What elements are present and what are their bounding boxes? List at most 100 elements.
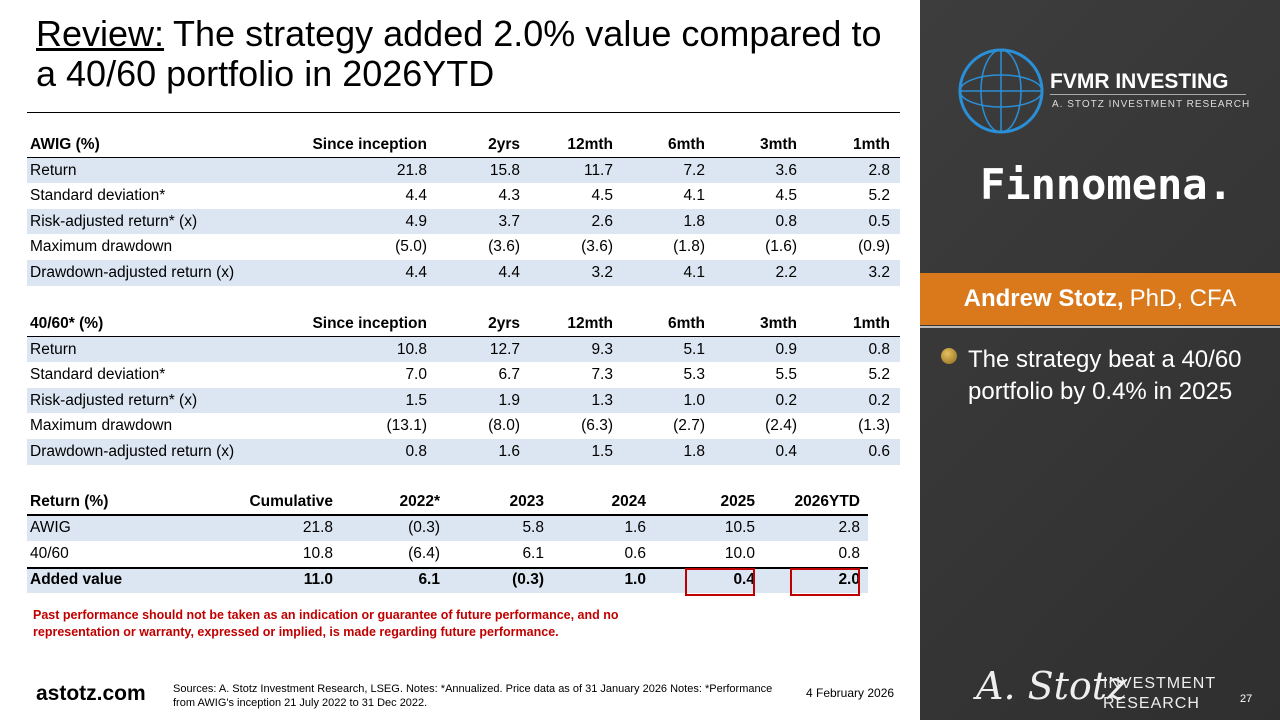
cell: 0.9 [775, 340, 797, 358]
brand: FVMR INVESTING [1050, 70, 1229, 93]
credentials: PhD, CFA [1129, 285, 1237, 312]
cell: 3mth [759, 136, 797, 153]
row-band [27, 260, 900, 286]
cell: 4.5 [775, 187, 797, 205]
cell: 6mth [667, 315, 705, 332]
cell: 5.5 [775, 366, 797, 384]
title-text: The strategy added 2.0% value compared t… [36, 13, 882, 94]
row-label: Added value [30, 571, 123, 588]
cell: 7.2 [683, 161, 705, 179]
band-rule [920, 326, 1280, 328]
cell: 2022* [399, 493, 440, 510]
cell: 21.8 [396, 161, 427, 179]
cell: 0.8 [868, 340, 890, 358]
cell: 2yrs [488, 136, 520, 153]
sidebar: FVMR INVESTING A. STOTZ INVESTMENT RESEA… [920, 0, 1280, 720]
row-label: Maximum drawdown [30, 238, 173, 256]
cell: 0.4 [733, 571, 755, 588]
cell: 0.8 [838, 545, 860, 562]
cell: 10.5 [724, 519, 755, 536]
cell: 2.0 [838, 571, 860, 588]
sources: Sources: A. Stotz Investment Research, L… [173, 683, 773, 709]
cell: (0.3) [408, 519, 440, 536]
cell: 11.0 [303, 571, 333, 588]
cell: 6.1 [522, 545, 544, 562]
cell: 1.6 [498, 443, 520, 460]
highlight-box [790, 568, 860, 596]
row-label: Standard deviation* [30, 187, 166, 205]
cell: 5.8 [522, 519, 544, 536]
cell: 4.1 [683, 264, 705, 281]
brand-sub: A. STOTZ INVESTMENT RESEARCH [1052, 99, 1251, 110]
cell: 7.3 [591, 366, 613, 384]
cell: (5.0) [395, 238, 427, 256]
cell: 4.4 [405, 187, 427, 205]
cell: 5.1 [683, 340, 705, 358]
signature: A. Stotz [976, 664, 1128, 708]
cell: 1.0 [624, 571, 646, 588]
row-band [27, 208, 900, 235]
title-lead: Review: [36, 13, 165, 54]
site: astotz.com [36, 682, 146, 705]
cell: 2024 [611, 493, 646, 510]
header-rule [27, 514, 868, 516]
cell: (0.9) [858, 238, 890, 256]
cell: 3.7 [498, 212, 520, 230]
cell: 5.3 [683, 366, 705, 384]
bullet-text: The strategy beat a 40/60 portfolio by 0… [968, 346, 1242, 405]
cell: 6.7 [498, 366, 520, 384]
name: Andrew Stotz, [963, 285, 1124, 312]
row-label: Return [30, 340, 77, 358]
cell: 10.8 [302, 545, 333, 562]
date: 4 February 2026 [806, 686, 895, 700]
cell: 0.6 [624, 545, 646, 562]
cell: 2.2 [775, 264, 797, 281]
row-band [27, 439, 900, 465]
page-number: 27 [1240, 693, 1253, 705]
cell: 3.2 [591, 264, 613, 281]
header-rule [27, 156, 900, 159]
row-label: Return [30, 161, 77, 179]
cell: Since inception [312, 315, 427, 332]
cell: 12mth [567, 136, 613, 153]
cell: 12mth [567, 315, 613, 332]
cell: 0.4 [775, 443, 797, 460]
cell: 1.5 [591, 443, 613, 460]
cell: 0.2 [775, 391, 797, 409]
cell: 1.8 [683, 443, 705, 460]
total-rule [27, 567, 868, 569]
cell: 4.9 [405, 212, 427, 230]
row-band [27, 157, 900, 184]
cell: (1.8) [673, 238, 705, 256]
cell: (1.6) [765, 238, 797, 256]
header-rule [27, 335, 900, 338]
cell: 2.8 [868, 161, 890, 179]
cell: (13.1) [386, 417, 428, 435]
row-label: 40/60* (%) [30, 315, 104, 332]
cell: 1mth [852, 136, 890, 153]
cell: 0.6 [868, 443, 890, 460]
cell: 2.6 [591, 212, 613, 230]
row-band [27, 336, 900, 363]
cell: 2yrs [488, 315, 520, 332]
cell: 21.8 [302, 519, 333, 536]
cell: 1.3 [591, 391, 613, 409]
cell: (3.6) [581, 238, 613, 256]
row-band [27, 567, 868, 593]
cell: 10.8 [396, 340, 427, 358]
cell: 3mth [759, 315, 797, 332]
cell: 3.6 [775, 161, 797, 179]
slide-title: Review: The strategy added 2.0% value com… [36, 14, 896, 94]
cell: 4.4 [498, 264, 520, 281]
cell: 1mth [852, 315, 890, 332]
cell: 2026YTD [794, 493, 860, 510]
cell: 0.8 [775, 212, 797, 230]
bullet-dot [941, 348, 957, 364]
cell: Cumulative [249, 493, 333, 510]
row-label: Maximum drawdown [30, 417, 173, 435]
cell: 0.5 [868, 212, 890, 230]
row-label: Drawdown-adjusted return (x) [30, 264, 235, 281]
logo-text: INVESTMENT RESEARCH [1103, 674, 1216, 714]
cell: (2.4) [765, 417, 797, 435]
